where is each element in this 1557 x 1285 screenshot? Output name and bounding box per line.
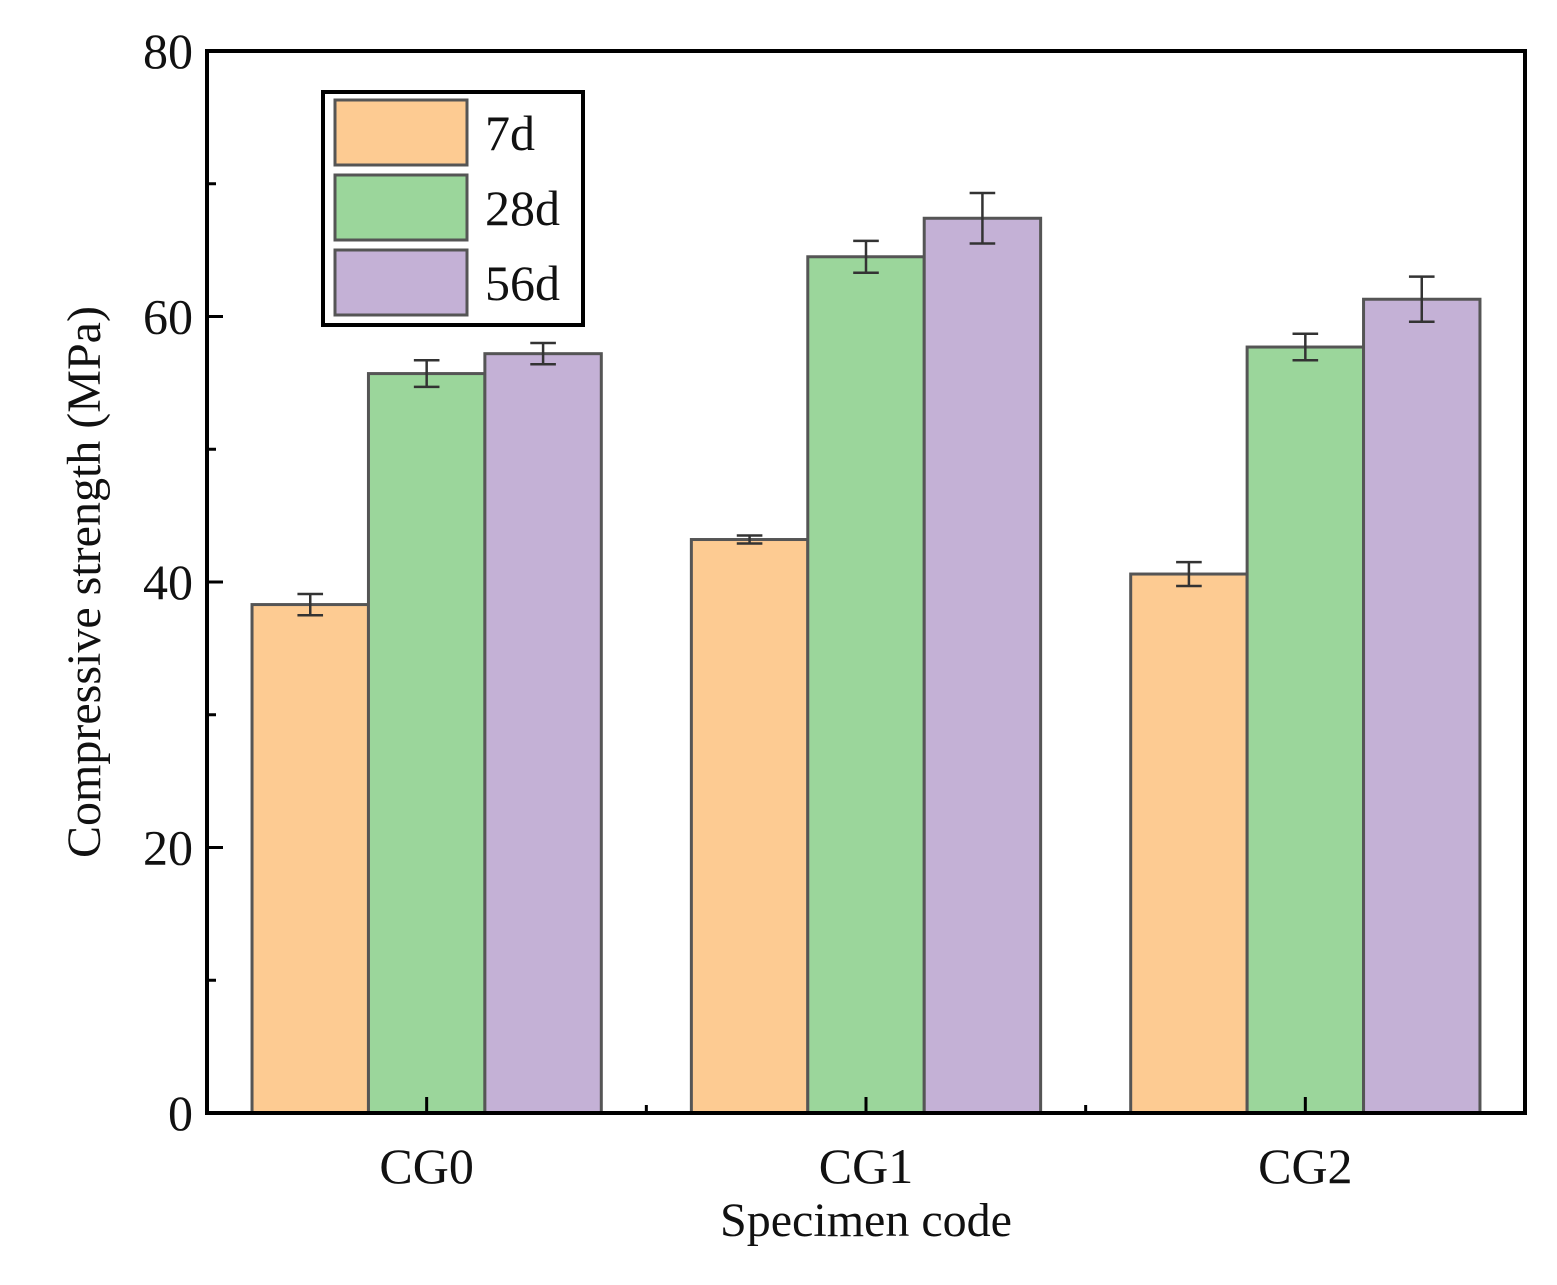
bar-cg0-28d bbox=[366, 372, 487, 1115]
legend-swatch-28d bbox=[333, 173, 469, 242]
bar-cg2-7d bbox=[1129, 572, 1249, 1115]
legend-label-56d: 56d bbox=[485, 255, 560, 311]
bar-cg1-28d bbox=[806, 255, 926, 1115]
y-tick-label-0: 0 bbox=[168, 1085, 193, 1141]
bar-cg1-7d bbox=[689, 538, 810, 1115]
bars-layer bbox=[250, 216, 1482, 1115]
bar-cg2-28d bbox=[1245, 345, 1366, 1115]
legend-swatch-56d bbox=[333, 248, 469, 317]
x-tick-label-cg1: CG1 bbox=[819, 1138, 913, 1194]
x-axis-label: Specimen code bbox=[720, 1194, 1012, 1247]
legend-label-7d: 7d bbox=[485, 105, 535, 161]
error-bars-layer bbox=[297, 191, 1435, 617]
bar-cg0-56d bbox=[483, 352, 603, 1115]
y-axis-label: Compressive strength (MPa) bbox=[58, 306, 111, 858]
legend-swatch-7d bbox=[333, 98, 469, 167]
axis-layer: CG0 CG1 CG2 0 20 40 60 80 bbox=[143, 23, 1353, 1194]
y-tick-label-60: 60 bbox=[143, 289, 193, 345]
bar-cg0-7d bbox=[250, 603, 370, 1115]
legend: 7d 28d 56d bbox=[321, 90, 585, 327]
y-tick-label-20: 20 bbox=[143, 820, 193, 876]
x-tick-label-cg2: CG2 bbox=[1258, 1138, 1352, 1194]
bar-cg1-56d bbox=[922, 216, 1043, 1115]
x-tick-label-cg0: CG0 bbox=[379, 1138, 473, 1194]
bar-cg2-56d bbox=[1362, 297, 1482, 1115]
y-tick-label-40: 40 bbox=[143, 554, 193, 610]
legend-label-28d: 28d bbox=[485, 180, 560, 236]
y-tick-label-80: 80 bbox=[143, 23, 193, 79]
